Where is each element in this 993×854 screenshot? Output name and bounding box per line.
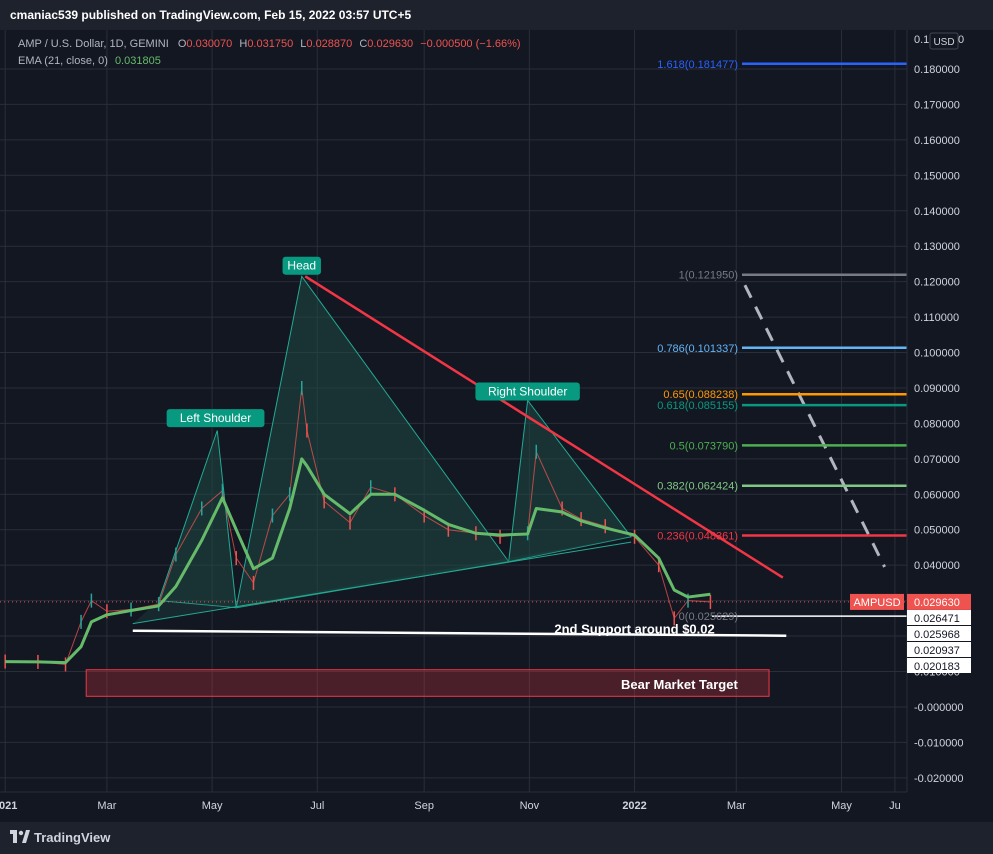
high-label: H — [239, 38, 248, 50]
x-tick-label: May — [202, 800, 223, 812]
y-tick-label: 0.180000 — [914, 64, 960, 76]
change-value: −0.000500 (−1.66%) — [420, 38, 521, 50]
left-shoulder-shape — [157, 430, 237, 609]
y-tick-label: -0.000000 — [914, 702, 964, 714]
annotation-badge — [282, 256, 321, 275]
y-tick-label-partial: 0 — [958, 34, 964, 46]
y-tick-label: 0.090000 — [914, 383, 960, 395]
plot-area — [0, 30, 907, 792]
x-tick-label: Mar — [97, 800, 116, 812]
y-tick-label: 0.150000 — [914, 170, 960, 182]
fib-level-label: 1(0.121950) — [679, 270, 738, 282]
x-tick-label: May — [831, 800, 852, 812]
tradingview-logo-icon — [10, 830, 30, 843]
price-tag-box — [907, 593, 971, 610]
y-tick-label: 0.120000 — [914, 277, 960, 289]
y-tick-label: 0.050000 — [914, 525, 960, 537]
y-tick-label: -0.010000 — [914, 737, 964, 749]
y-tick-label: 0.070000 — [914, 454, 960, 466]
y-tick-label-partial: 0.1 — [914, 34, 929, 46]
symbol-title: AMP / U.S. Dollar, 1D, GEMINI — [18, 38, 169, 50]
y-tick-label: 0.040000 — [914, 560, 960, 572]
ema-legend: EMA (21, close, 0) 0.031805 — [18, 55, 161, 67]
fib-projection-line — [743, 284, 886, 568]
footer-bar: TradingView — [0, 822, 993, 854]
annotation-text: 2nd Support around $0.02 — [554, 622, 714, 637]
y-tick-label: 0.170000 — [914, 99, 960, 111]
price-tag-value: 0.025968 — [914, 629, 960, 641]
bear-target-zone — [85, 669, 770, 697]
open-label: O — [177, 38, 187, 50]
price-tag-box — [907, 642, 971, 657]
y-tick-label: 0.060000 — [914, 489, 960, 501]
y-tick-label: 0.130000 — [914, 241, 960, 253]
fib-level-label: 0.65(0.088238) — [663, 389, 738, 401]
price-tag-value: 0.026471 — [914, 613, 960, 625]
ema-label: EMA (21, close, 0) — [18, 55, 108, 67]
ema-value: 0.031805 — [114, 55, 161, 67]
fib-level-label: 1.618(0.181477) — [657, 59, 738, 71]
open-value: 0.030070 — [186, 38, 233, 50]
y-tick-label: 0.080000 — [914, 418, 960, 430]
annotation-text: Head — [287, 259, 316, 273]
publisher-text: cmaniac539 published on TradingView.com,… — [10, 8, 412, 22]
symbol-tag — [850, 593, 904, 610]
fib-level-label: 0.236(0.048361) — [657, 531, 738, 543]
fib-level-label: 0.382(0.062424) — [657, 481, 738, 493]
currency-label: USD — [933, 37, 954, 48]
price-tag-box — [907, 626, 971, 641]
close-value: 0.029630 — [367, 38, 414, 50]
fib-level-label: 0.618(0.085155) — [657, 400, 738, 412]
close-label: C — [359, 38, 368, 50]
price-chart[interactable]: 1.618(0.181477) 1(0.121950) 0.786(0.101337… — [0, 30, 993, 822]
fib-level-label: 0.5(0.073790) — [670, 440, 739, 452]
annotation-text: Left Shoulder — [180, 411, 251, 425]
x-tick-label: Mar — [727, 800, 746, 812]
price-tag-value: 0.020937 — [914, 645, 960, 657]
right-shoulder-shape — [508, 399, 632, 563]
low-value: 0.028870 — [306, 38, 353, 50]
x-tick-label: Sep — [414, 800, 434, 812]
high-value: 0.031750 — [247, 38, 294, 50]
y-tick-label: 0.160000 — [914, 135, 960, 147]
annotation-badge — [166, 409, 265, 428]
brand-name: TradingView — [34, 830, 111, 845]
annotation-text: Bear Market Target — [621, 677, 738, 692]
fib-level-label: 0(0.025629) — [679, 611, 738, 623]
fib-level-label: 0.786(0.101337) — [657, 343, 738, 355]
y-tick-label: 0.140000 — [914, 206, 960, 218]
pattern-base-fill — [132, 536, 632, 624]
header-bar: cmaniac539 published on TradingView.com,… — [0, 0, 993, 30]
resistance-trendline — [304, 275, 784, 579]
neckline — [132, 541, 632, 625]
x-tick-label: Ju — [889, 800, 901, 812]
y-tick-label: 0.110000 — [914, 312, 959, 324]
ohlc-legend: AMP / U.S. Dollar, 1D, GEMINI O0.030070 … — [18, 38, 521, 50]
x-tick-label: Jul — [310, 800, 324, 812]
x-tick-label: 2021 — [0, 800, 17, 812]
price-tag-box — [907, 610, 971, 625]
low-label: L — [300, 38, 307, 50]
y-tick-label: 0.100000 — [914, 348, 960, 360]
y-tick-label: -0.020000 — [914, 773, 964, 785]
ema-line — [5, 457, 711, 665]
price-tag-value: 0.029630 — [914, 597, 960, 609]
price-tag-box — [907, 658, 971, 673]
symbol-tag-label: AMPUSD — [853, 597, 900, 609]
currency-box — [929, 32, 959, 50]
x-tick-label: 2022 — [622, 800, 646, 812]
annotation-badge — [475, 382, 580, 401]
annotation-text: Right Shoulder — [488, 385, 567, 399]
x-tick-label: Nov — [520, 800, 540, 812]
support-line — [132, 629, 787, 637]
price-tag-value: 0.020183 — [914, 661, 960, 673]
